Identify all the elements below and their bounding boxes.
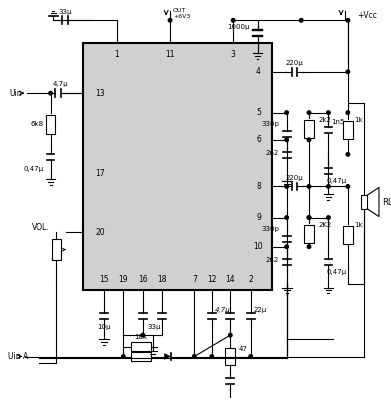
- Bar: [131, 343, 151, 351]
- Text: 18: 18: [158, 275, 167, 284]
- Text: 220µ: 220µ: [285, 175, 303, 181]
- Text: 8: 8: [256, 182, 261, 191]
- Text: 16: 16: [138, 275, 148, 284]
- Text: 2k2: 2k2: [319, 118, 332, 123]
- Text: 14: 14: [226, 275, 235, 284]
- Text: 4,7µ: 4,7µ: [52, 82, 68, 87]
- Circle shape: [300, 19, 303, 22]
- Text: 19: 19: [118, 275, 128, 284]
- Text: 1n5: 1n5: [331, 119, 345, 125]
- Circle shape: [231, 19, 235, 22]
- Text: OUT
+6V3: OUT +6V3: [173, 8, 190, 19]
- Text: +Vcc: +Vcc: [358, 11, 377, 20]
- Circle shape: [346, 185, 350, 188]
- Circle shape: [168, 19, 172, 22]
- Text: 2n2: 2n2: [265, 257, 279, 263]
- Text: VOL.: VOL.: [32, 223, 50, 232]
- Circle shape: [285, 185, 289, 188]
- Text: 7: 7: [192, 275, 197, 284]
- Bar: [131, 352, 151, 361]
- Circle shape: [346, 111, 350, 114]
- Text: 0,47µ: 0,47µ: [326, 269, 346, 275]
- Text: RL: RL: [382, 198, 391, 206]
- Text: 12: 12: [207, 275, 217, 284]
- Text: 4,7µ: 4,7µ: [215, 307, 231, 313]
- Circle shape: [141, 333, 145, 337]
- Circle shape: [285, 138, 289, 141]
- Text: 3: 3: [231, 50, 236, 59]
- Circle shape: [307, 138, 311, 141]
- Bar: [46, 115, 56, 134]
- Circle shape: [307, 216, 311, 219]
- Text: 1k: 1k: [355, 118, 363, 123]
- Text: 0,47µ: 0,47µ: [326, 178, 346, 184]
- Text: 17: 17: [95, 169, 105, 178]
- Circle shape: [327, 216, 330, 219]
- Circle shape: [285, 245, 289, 248]
- Text: 10µ: 10µ: [97, 324, 111, 330]
- Circle shape: [285, 216, 289, 219]
- Text: 15: 15: [99, 275, 109, 284]
- Circle shape: [307, 245, 311, 248]
- Bar: [226, 348, 235, 365]
- Text: 9: 9: [256, 213, 261, 222]
- Text: 2n2: 2n2: [265, 150, 279, 156]
- Bar: [304, 120, 314, 138]
- Circle shape: [346, 153, 350, 156]
- Circle shape: [307, 185, 311, 188]
- Text: Uin: Uin: [10, 88, 22, 98]
- Bar: [83, 43, 272, 290]
- Text: 6k8: 6k8: [30, 121, 43, 127]
- Text: 20: 20: [95, 227, 105, 237]
- Bar: [343, 121, 353, 139]
- Circle shape: [249, 355, 253, 358]
- Circle shape: [229, 333, 232, 337]
- Text: 33µ: 33µ: [148, 324, 161, 330]
- Circle shape: [285, 111, 289, 114]
- Circle shape: [307, 111, 311, 114]
- Text: 330p: 330p: [261, 226, 279, 232]
- Circle shape: [346, 70, 350, 74]
- Polygon shape: [164, 353, 171, 360]
- Circle shape: [346, 19, 350, 22]
- Text: 18k: 18k: [135, 334, 147, 340]
- Text: 2K2: 2K2: [319, 222, 332, 228]
- Bar: [52, 239, 61, 260]
- Text: 5: 5: [256, 108, 261, 117]
- Text: Uin A: Uin A: [8, 352, 28, 361]
- Text: 1: 1: [114, 50, 119, 59]
- Circle shape: [327, 111, 330, 114]
- Circle shape: [49, 91, 52, 95]
- Text: 4: 4: [256, 67, 261, 76]
- Circle shape: [327, 185, 330, 188]
- Text: 33µ: 33µ: [58, 8, 72, 15]
- Circle shape: [307, 216, 311, 219]
- Text: 13: 13: [95, 88, 105, 98]
- Bar: [304, 225, 314, 243]
- Text: 11: 11: [165, 50, 175, 59]
- Text: 10: 10: [254, 242, 263, 251]
- Circle shape: [122, 355, 125, 358]
- Text: 6: 6: [256, 135, 261, 144]
- Circle shape: [193, 355, 196, 358]
- Text: 2: 2: [248, 275, 253, 284]
- Text: 220µ: 220µ: [285, 60, 303, 66]
- Text: 0,47µ: 0,47µ: [24, 166, 44, 172]
- Text: 22µ: 22µ: [254, 307, 267, 313]
- Text: 1000µ: 1000µ: [227, 24, 249, 30]
- Circle shape: [210, 355, 213, 358]
- Bar: [361, 195, 367, 209]
- Bar: [343, 226, 353, 244]
- Text: 47: 47: [239, 346, 248, 352]
- Text: 1k: 1k: [355, 222, 363, 228]
- Text: 330p: 330p: [261, 121, 279, 127]
